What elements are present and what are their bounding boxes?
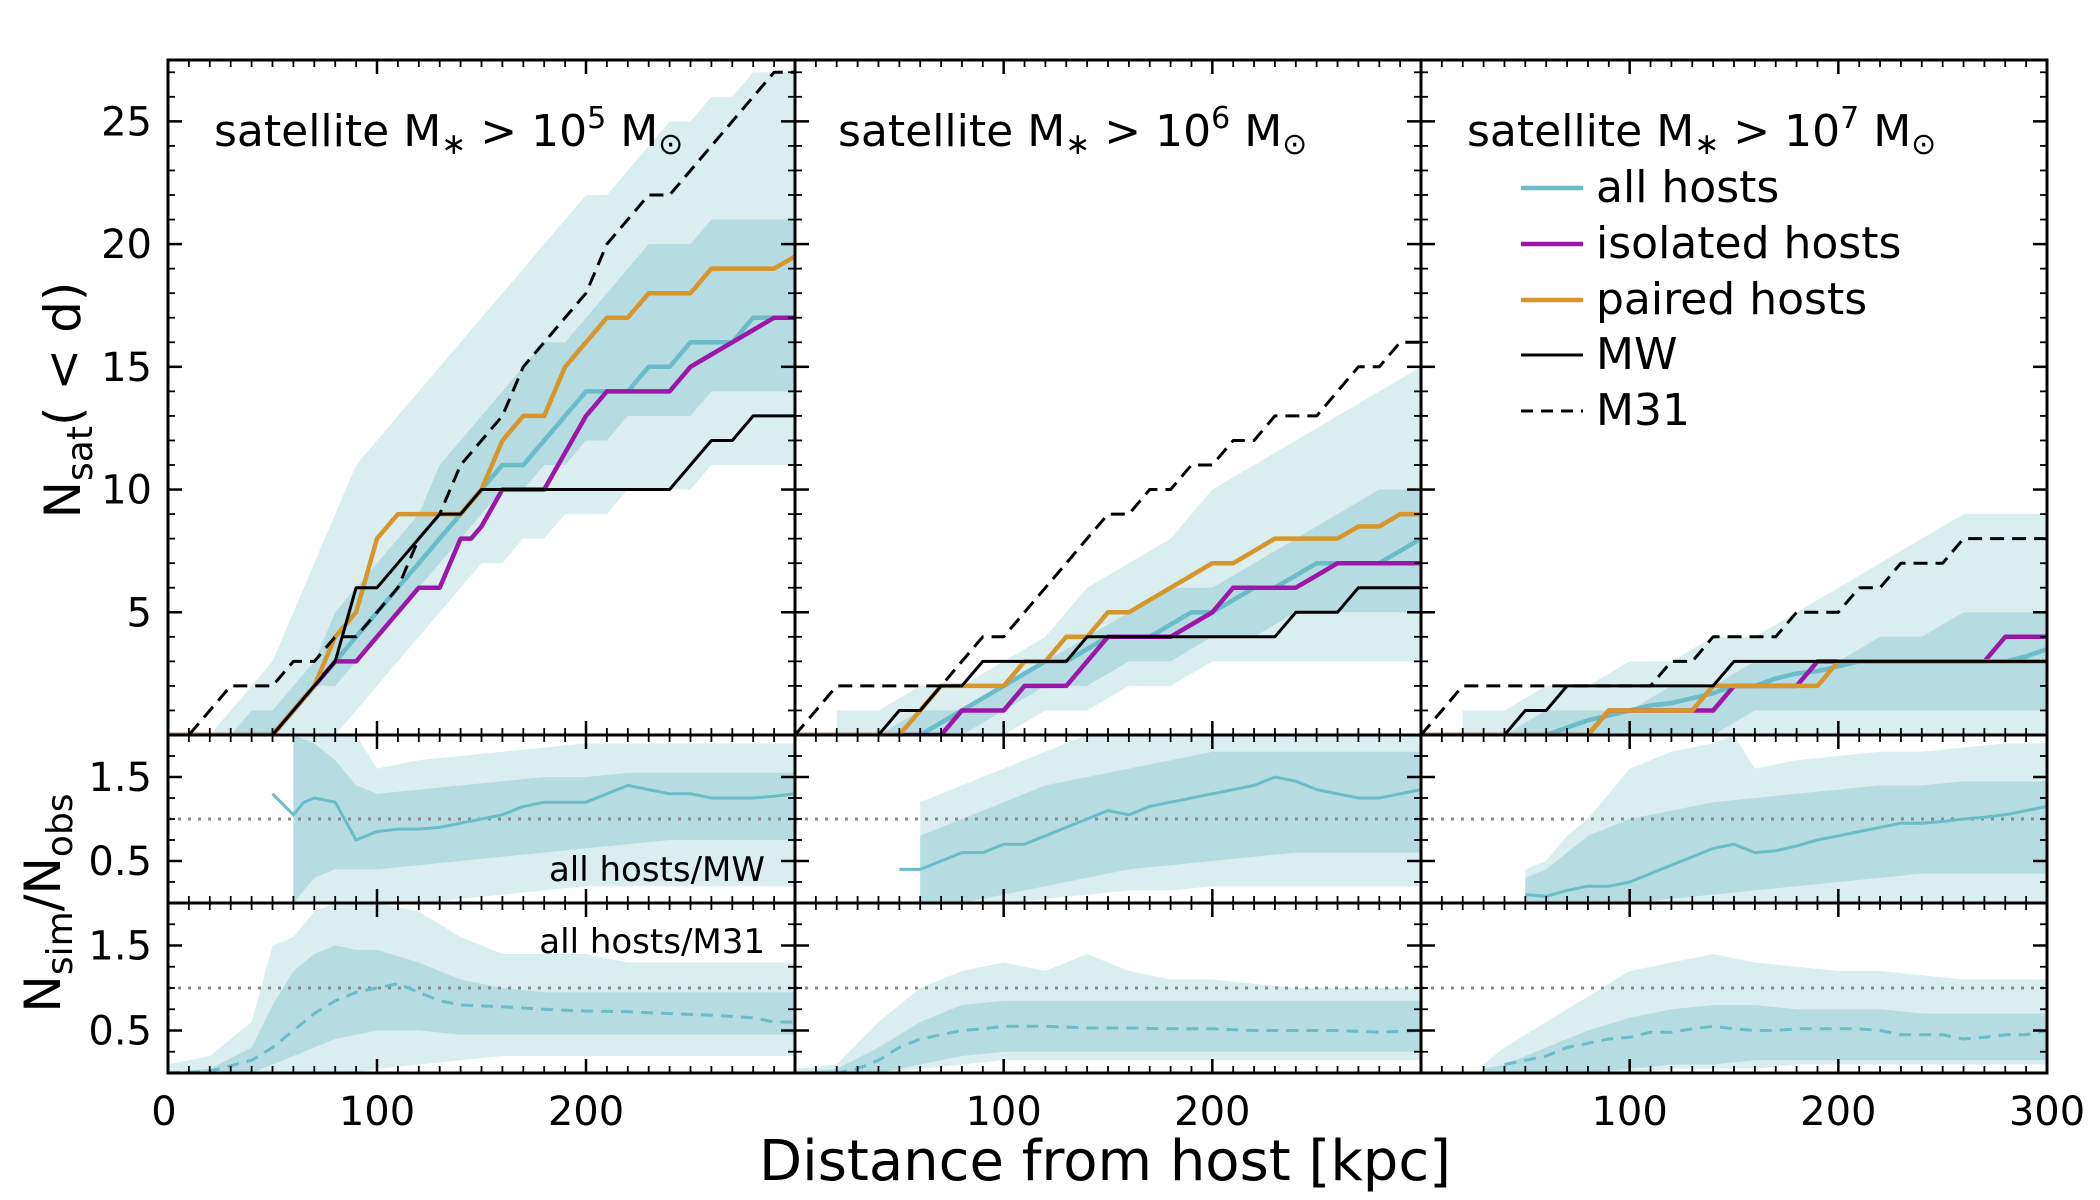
ratio-panel-label: all hosts/MW: [549, 850, 765, 890]
panel-ratio_m31-1: 0.5 1.5 all hosts/M31: [88, 901, 797, 1075]
y-tick-label: 10: [101, 468, 152, 514]
ratio-line-ratio_mw: [271, 783, 795, 842]
y-axis-label-ratio-part: sim: [40, 911, 81, 975]
y-axis-label-part: sat: [60, 426, 101, 481]
ratio-panel-label: all hosts/M31: [539, 922, 765, 962]
band-inner: [1462, 612, 2047, 735]
title-text: M: [606, 106, 658, 157]
ratio-line-ratio_m31: [795, 1024, 1421, 1073]
panel-plot-area: [168, 735, 795, 903]
y-axis-label-part: ( < d): [34, 282, 92, 426]
legend-label-paired: paired hosts: [1596, 274, 1867, 325]
panel-title: satellite M∗ > 107 M⊙: [1467, 101, 1936, 162]
panel-ratio_mw-1: 0.5 1.5 all hosts/MW: [88, 733, 797, 905]
panel-column-1: 5 10 15 20 25 0.5 1.5 all hosts/MW 0.5 1.5 all hos…: [88, 58, 797, 1135]
title-sun: ⊙: [1282, 127, 1307, 162]
title-text: satellite M: [838, 106, 1065, 157]
legend-label-all: all hosts: [1596, 162, 1779, 213]
y-axis-label-ratio-part: /N: [14, 857, 72, 911]
band-inner: [168, 945, 795, 1073]
y-tick-label: 15: [101, 345, 152, 391]
series-line-mw: [168, 414, 795, 735]
panel-plot-area: [168, 70, 795, 735]
y-tick-label: 5: [127, 590, 152, 636]
legend-label-isolated: isolated hosts: [1596, 218, 1901, 269]
x-tick-label: 0: [151, 1089, 176, 1135]
legend-label-m31: M31: [1596, 385, 1690, 436]
y-tick-label: 1.5: [88, 755, 152, 801]
title-text: satellite M: [214, 106, 441, 157]
x-tick-label: 100: [1591, 1089, 1667, 1135]
series-line-all: [168, 315, 795, 735]
series-line-paired: [795, 511, 1421, 735]
panel-column-3: 100 200 300 satellite M∗ > 107 M⊙: [1419, 58, 2085, 1135]
y-tick-label: 20: [101, 222, 152, 268]
ratio-line-ratio_m31: [168, 982, 795, 1073]
legend-label-mw: MW: [1596, 329, 1677, 380]
title-star: ∗: [1065, 127, 1090, 162]
series-line-paired: [168, 254, 795, 735]
panel-top-1: 5 10 15 20 25: [101, 58, 797, 737]
y-axis-label-top: Nsat( < d): [34, 282, 101, 519]
band-inner: [795, 1000, 1421, 1073]
x-tick-label: 200: [548, 1089, 624, 1135]
series-line-mw: [795, 586, 1421, 735]
x-tick-label: 300: [2009, 1089, 2085, 1135]
y-axis-label-ratio-part: N: [14, 975, 72, 1012]
title-exponent: 6: [1211, 101, 1230, 136]
series-line-m31: [1421, 537, 2047, 735]
y-tick-label: 25: [101, 99, 152, 145]
panel-ratio_mw-3: [1419, 733, 2049, 905]
title-text: M: [1859, 106, 1911, 157]
panel-top-3: [1419, 58, 2049, 737]
title-sun: ⊙: [658, 127, 683, 162]
ratio-line-ratio_mw: [899, 775, 1421, 871]
x-tick-label: 200: [1174, 1089, 1250, 1135]
panel-plot-area: [1421, 514, 2047, 735]
panel-plot-area: [795, 340, 1421, 735]
title-star: ∗: [1694, 127, 1719, 162]
x-axis-label: Distance from host [kpc]: [759, 1129, 1451, 1194]
title-exponent: 7: [1840, 101, 1859, 136]
x-tick-label: 200: [1800, 1089, 1876, 1135]
band-inner: [920, 751, 1421, 903]
panel-top-2: [793, 58, 1423, 737]
panel-title: satellite M∗ > 105 M⊙: [214, 101, 683, 162]
panel-title: satellite M∗ > 106 M⊙: [838, 101, 1307, 162]
title-star: ∗: [441, 127, 466, 162]
y-axis-label-ratio: Nsim/Nobs: [14, 793, 81, 1012]
panel-plot-area: [795, 954, 1421, 1073]
title-text: > 10: [466, 106, 587, 157]
x-tick-label: 100: [339, 1089, 415, 1135]
panel-plot-area: [168, 903, 795, 1073]
panel-ratio_mw-2: [793, 733, 1423, 905]
y-tick-label: 0.5: [88, 1009, 152, 1055]
band-inner: [1483, 1005, 2047, 1073]
title-text: M: [1230, 106, 1282, 157]
panel-column-2: 100 200 satellite M∗ > 106 M⊙: [793, 58, 1423, 1135]
series-line-m31: [795, 340, 1421, 735]
panel-ratio_m31-3: [1419, 901, 2049, 1075]
panel-plot-area: [795, 735, 1421, 903]
panel-plot-area: [1421, 954, 2047, 1073]
title-exponent: 5: [587, 101, 606, 136]
band-outer: [836, 366, 1421, 735]
y-tick-label: 0.5: [88, 839, 152, 885]
panel-ratio_m31-2: [793, 901, 1423, 1075]
title-text: > 10: [1719, 106, 1840, 157]
x-tick-label: 100: [965, 1089, 1041, 1135]
title-text: > 10: [1090, 106, 1211, 157]
panel-plot-area: [1421, 735, 2047, 903]
y-axis-label-part: N: [34, 481, 92, 518]
y-axis-label-ratio-part: obs: [40, 793, 81, 857]
ratio-line-ratio_mw: [1525, 804, 2047, 898]
y-tick-label: 1.5: [88, 924, 152, 970]
band-inner: [293, 735, 795, 903]
series-line-m31: [168, 70, 795, 735]
title-text: satellite M: [1467, 106, 1694, 157]
title-sun: ⊙: [1911, 127, 1936, 162]
